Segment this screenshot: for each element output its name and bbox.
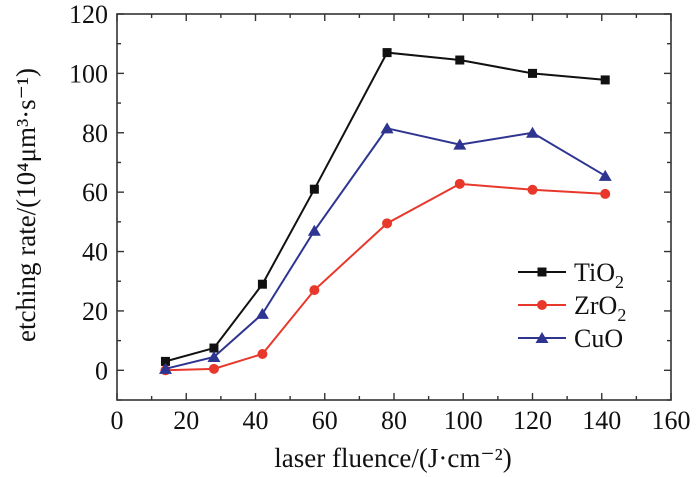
data-point-ZrO2 [527,184,538,195]
data-point-ZrO2 [600,188,611,199]
data-point-CuO [307,224,321,236]
data-point-TiO2 [382,48,392,58]
legend-label-ZrO2: ZrO2 [574,291,626,325]
data-point-CuO [207,350,221,362]
legend-marker-ZrO2 [537,300,547,310]
data-point-TiO2 [160,356,170,366]
series-line-CuO [165,127,606,370]
series-CuO [158,122,612,374]
axes: 0 20 40 60 80 100 120 140 160 0 20 40 60 80 100 120 [69,0,691,435]
x-tick-label: 120 [513,406,552,435]
x-tick-label: 20 [173,406,199,435]
data-point-CuO [526,126,539,138]
data-point-CuO [255,307,269,319]
data-point-ZrO2 [208,363,219,374]
x-tick-label: 160 [652,406,691,435]
y-tick-label: 60 [82,178,108,207]
series-line-ZrO2 [165,182,606,372]
data-point-TiO2 [309,184,319,194]
y-tick-label: 20 [82,297,108,326]
data-point-TiO2 [455,55,465,65]
data-point-TiO2 [600,75,610,85]
data-point-ZrO2 [257,348,268,359]
y-tick-label: 0 [95,356,108,385]
y-tick-label: 100 [69,59,108,88]
data-point-CuO [380,122,394,134]
y-tick-label: 80 [82,119,108,148]
x-tick-label: 80 [381,406,407,435]
data-point-CuO [158,362,172,374]
data-point-TiO2 [209,343,219,353]
series-group [158,48,612,376]
y-tick-label: 120 [69,0,108,29]
y-tick-label: 40 [82,238,108,267]
x-tick-label: 0 [111,406,124,435]
legend-label-TiO2: TiO2 [574,258,624,292]
y-axis-label: etching rate/(10⁴μm³·s⁻¹) [11,68,41,342]
data-point-CuO [598,169,612,181]
data-point-ZrO2 [382,218,393,229]
x-tick-label: 40 [243,406,269,435]
x-tick-label: 100 [444,406,483,435]
legend-marker-TiO2 [537,267,547,277]
data-point-CuO [453,138,467,150]
data-point-ZrO2 [309,285,320,296]
x-tick-label: 60 [312,406,338,435]
x-tick-label: 140 [582,406,621,435]
data-point-ZrO2 [454,178,465,189]
data-point-TiO2 [528,68,537,78]
series-line-TiO2 [165,51,606,363]
x-axis-label: laser fluence/(J·cm⁻²) [274,443,511,473]
data-point-TiO2 [257,279,267,289]
series-TiO2 [160,48,610,366]
legend-label-CuO: CuO [574,324,623,353]
legend-marker-CuO [535,332,549,343]
